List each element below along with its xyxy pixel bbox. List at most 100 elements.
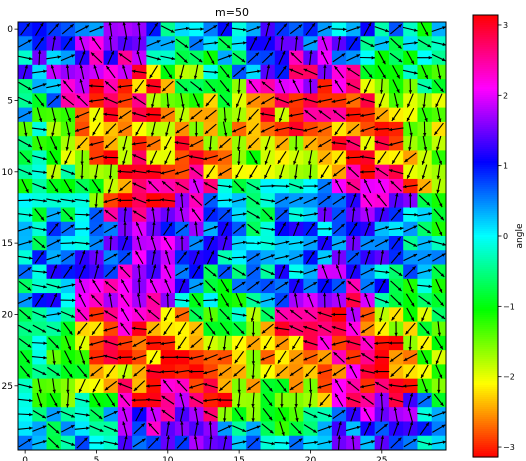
quiver-arrow: [150, 235, 157, 251]
quiver-arrow: [317, 411, 333, 418]
quiver-arrow: [231, 197, 247, 203]
quiver-arrow: [360, 56, 376, 60]
quiver-arrow: [218, 380, 231, 392]
colorbar-segment: [473, 203, 498, 206]
quiver-arrow: [118, 124, 132, 134]
quiver-arrow: [89, 140, 104, 146]
quiver-arrow: [388, 341, 404, 345]
colorbar-segment: [473, 385, 498, 388]
quiver-arrow: [47, 95, 60, 106]
quiver-arrow: [350, 307, 356, 322]
quiver-arrow: [103, 112, 119, 117]
quiver-arrow: [277, 407, 286, 422]
quiver-arrow: [303, 325, 318, 332]
quiver-arrow: [379, 392, 384, 408]
quiver-arrow: [232, 223, 246, 235]
quiver-arrow: [236, 392, 241, 408]
quiver-arrow: [117, 355, 133, 360]
chart-title: m=50: [215, 6, 249, 19]
quiver-arrow: [331, 27, 347, 31]
colorbar-segment: [473, 453, 498, 456]
quiver-arrow: [121, 235, 129, 251]
quiver-arrow: [104, 280, 117, 292]
colorbar-segment: [473, 433, 498, 436]
quiver-arrow: [103, 440, 119, 446]
quiver-arrow: [135, 250, 144, 265]
quiver-arrow: [65, 64, 70, 80]
quiver-arrow: [417, 83, 432, 90]
colorbar-segment: [473, 379, 498, 382]
quiver-arrow: [135, 122, 144, 136]
colorbar-segment: [473, 31, 498, 34]
quiver-arrow: [418, 395, 432, 405]
quiver-arrow: [346, 96, 361, 105]
quiver-arrow: [209, 435, 213, 450]
quiver-arrow: [50, 136, 58, 151]
quiver-arrow: [275, 137, 288, 149]
quiver-arrow: [303, 126, 318, 132]
colorbar-segment: [473, 375, 498, 378]
quiver-arrow: [31, 283, 47, 289]
quiver-arrow: [234, 350, 245, 364]
quiver-arrow: [217, 153, 232, 162]
quiver-arrow: [205, 94, 216, 107]
quiver-arrow: [18, 383, 33, 389]
quiver-arrow: [174, 154, 190, 161]
quiver-arrow: [90, 209, 103, 220]
quiver-arrow: [289, 438, 303, 448]
quiver-arrow: [164, 264, 172, 279]
quiver-arrow: [31, 69, 47, 74]
quiver-arrow: [146, 139, 161, 148]
quiver-arrow: [119, 265, 131, 278]
colorbar: 3 2 1 0 −1 −2 −3 angle: [472, 14, 525, 458]
colorbar-segment: [473, 247, 498, 250]
quiver-arrow: [391, 308, 401, 321]
quiver-arrow: [74, 426, 90, 430]
colorbar-tick-label: 3: [503, 21, 508, 30]
quiver-arrow: [375, 423, 388, 434]
quiver-arrow: [275, 196, 289, 205]
quiver-arrow: [203, 24, 218, 34]
quiver-arrow: [174, 140, 190, 145]
quiver-arrow: [303, 97, 318, 104]
quiver-arrow: [249, 165, 258, 179]
quiver-arrow: [431, 53, 446, 62]
quiver-arrow: [205, 322, 216, 335]
quiver-arrow: [161, 395, 175, 405]
colorbar-segment: [473, 425, 498, 428]
quiver-arrow: [403, 225, 418, 233]
quiver-arrow: [193, 250, 200, 265]
quiver-arrow: [178, 278, 186, 294]
colorbar-segment: [473, 249, 498, 252]
quiver-arrow: [218, 366, 232, 377]
quiver-arrow: [335, 264, 343, 279]
quiver-arrow: [222, 406, 227, 422]
colorbar-segment: [473, 343, 498, 346]
quiver-arrow: [402, 69, 418, 75]
quiver-arrow: [360, 383, 375, 389]
quiver-arrow: [150, 121, 156, 137]
colorbar-segment: [473, 275, 498, 278]
quiver-arrow: [304, 309, 317, 320]
quiver-arrow: [363, 22, 372, 36]
quiver-arrow: [165, 121, 171, 137]
quiver-arrow: [279, 421, 285, 436]
quiver-arrow: [247, 52, 260, 64]
colorbar-segment: [473, 225, 498, 228]
quiver-arrow: [162, 379, 173, 393]
colorbar-segment: [473, 53, 498, 56]
colorbar-segment: [473, 33, 498, 36]
quiver-arrow: [166, 92, 170, 108]
quiver-arrow: [105, 65, 116, 79]
colorbar-tick-label: −3: [503, 443, 515, 452]
y-tick-label: 20: [2, 310, 14, 320]
quiver-arrow: [345, 425, 361, 432]
quiver-arrow: [180, 93, 185, 108]
quiver-arrow: [34, 293, 44, 307]
quiver-arrow: [374, 297, 389, 304]
x-tick-label: 5: [94, 456, 100, 461]
quiver-arrow: [89, 312, 104, 317]
quiver-arrow: [63, 265, 73, 279]
quiver-arrow: [418, 224, 432, 234]
quiver-arrow: [205, 208, 216, 221]
